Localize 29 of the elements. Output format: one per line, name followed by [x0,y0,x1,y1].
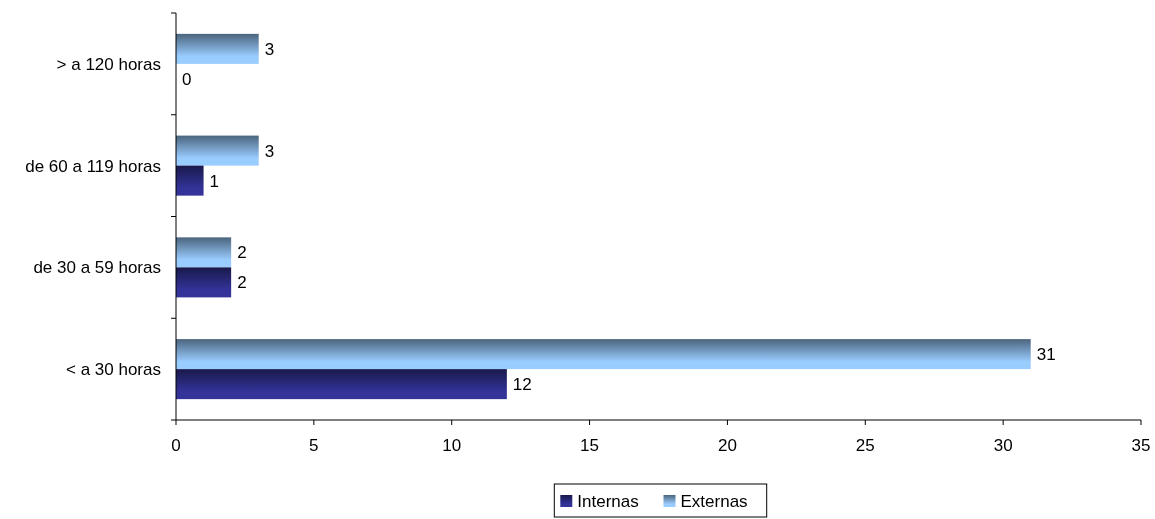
x-tick-label: 20 [717,435,737,455]
x-tick-label: 0 [171,435,181,455]
data-label: 1 [209,171,220,191]
bar [176,135,259,166]
x-tick-label: 15 [580,435,600,455]
bar [176,339,1031,370]
bar [176,33,259,64]
bar [176,267,232,298]
data-label: 0 [182,69,192,89]
legend-label: Internas [577,491,639,511]
bar [176,165,204,196]
x-tick-label: 5 [309,435,319,455]
y-tick-label: < a 30 horas [66,360,161,380]
x-tick-label: 10 [442,435,462,455]
data-label: 31 [1036,345,1056,365]
data-label: 2 [237,243,247,263]
x-tick-label: 30 [993,435,1013,455]
data-label: 12 [512,375,532,395]
y-tick-label: > a 120 horas [56,54,161,74]
x-tick-label: 25 [855,435,875,455]
legend-label: Externas [680,491,748,511]
data-label: 3 [264,39,275,59]
data-label: 3 [264,141,275,161]
bar [176,369,507,400]
y-tick-label: de 30 a 59 horas [33,258,161,278]
data-label: 2 [237,273,247,293]
y-tick-label: de 60 a 119 horas [25,156,161,176]
bar [176,237,232,268]
x-tick-label: 35 [1131,435,1151,455]
